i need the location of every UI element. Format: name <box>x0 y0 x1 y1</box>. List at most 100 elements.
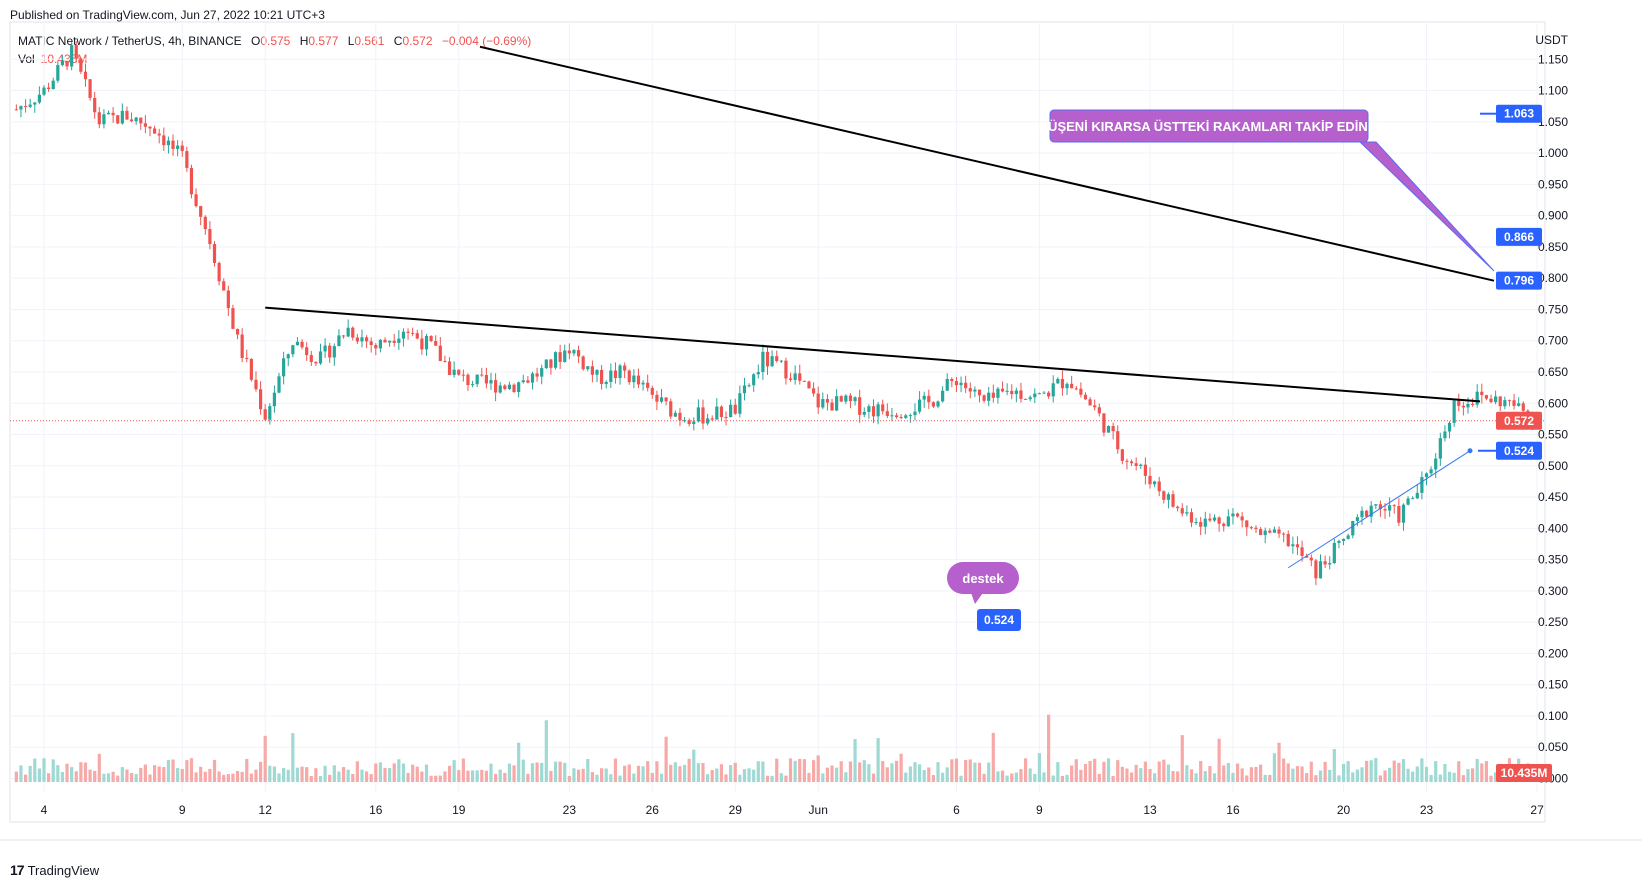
volume-bar <box>692 749 696 782</box>
volume-bar <box>867 764 871 782</box>
candle-body <box>775 356 779 362</box>
volume-bar <box>1208 766 1212 782</box>
y-tick-label: 0.650 <box>1538 365 1568 379</box>
price-axis: USDT 1.150 1.100 1.050 1.000 0.950 0.900 0.850 0… <box>1478 33 1569 786</box>
volume-bar <box>922 770 926 782</box>
volume-bar <box>1323 761 1327 782</box>
candle-body <box>1079 388 1083 395</box>
footer-brand[interactable]: TradingView <box>27 862 100 878</box>
candle-body <box>1406 498 1410 505</box>
volume-bar <box>719 764 724 782</box>
volume-bar <box>23 774 28 782</box>
volume-bar <box>798 758 802 782</box>
candle-body <box>245 357 249 359</box>
candle-body <box>74 45 78 59</box>
candle-body <box>1369 505 1373 517</box>
candle-body <box>1157 481 1161 492</box>
volume-bar <box>1314 775 1318 782</box>
candle-body <box>102 114 106 125</box>
candle-body <box>240 334 244 358</box>
volume-bar <box>507 763 512 782</box>
candle-body <box>784 360 788 379</box>
volume-bar <box>1014 772 1018 782</box>
volume-bar <box>1023 758 1028 782</box>
candle-body <box>1074 388 1078 390</box>
candle-body <box>876 404 880 417</box>
volume-bar <box>1065 774 1069 782</box>
volume-bar <box>1171 771 1175 782</box>
candle-body <box>1120 449 1124 461</box>
y-tick-label: 1.100 <box>1538 84 1568 98</box>
volume-bar <box>1162 759 1166 782</box>
symbol-legend: MATIC Network / TetherUS, 4h, BINANCE O 0… <box>18 34 531 48</box>
volume-bar <box>595 774 599 782</box>
candle-body <box>1328 563 1332 565</box>
candle-body <box>180 145 184 152</box>
volume-bar <box>295 767 300 782</box>
change-value: −0.004 (−0.69%) <box>441 34 532 48</box>
candle-body <box>646 382 650 388</box>
candle-body <box>369 341 373 346</box>
candle-body <box>1097 407 1101 414</box>
volume-bar <box>1328 769 1332 782</box>
volume-bar <box>931 775 936 782</box>
candle-body <box>1337 540 1341 543</box>
volume-bar <box>1355 769 1359 782</box>
volume-bar <box>1097 773 1101 782</box>
volume-bar <box>1470 768 1475 782</box>
volume-bar <box>1235 763 1240 782</box>
volume-bar <box>991 732 995 782</box>
volume-bar <box>1272 753 1277 782</box>
candle-body <box>392 340 396 343</box>
candle-body <box>388 340 392 343</box>
candle-body <box>1235 513 1240 517</box>
candle-body <box>1318 561 1323 579</box>
candle-body <box>894 415 899 418</box>
volume-bar <box>1189 769 1194 782</box>
volume-bar <box>747 768 751 782</box>
candle-body <box>908 415 912 417</box>
candle-body <box>309 355 313 362</box>
candle-body <box>1208 518 1212 521</box>
candle-body <box>1291 544 1295 547</box>
candle-body <box>530 373 535 383</box>
volume-bar <box>835 767 839 782</box>
tradingview-logo-icon[interactable]: 17 <box>10 862 25 878</box>
y-tick-label: 1.000 <box>1538 146 1568 160</box>
low-value: 0.561 <box>354 34 385 48</box>
price-tag-text: 0.796 <box>1504 274 1534 288</box>
volume-bar <box>687 758 691 782</box>
open-label: O <box>250 34 261 48</box>
candle-body <box>632 375 636 383</box>
candle-body <box>1470 403 1475 405</box>
symbol-name[interactable]: MATIC Network / TetherUS, 4h, BINANCE <box>18 34 242 48</box>
volume-bar <box>941 772 945 782</box>
candle-body <box>143 123 147 127</box>
candle-body <box>19 106 23 110</box>
volume-bar <box>987 762 991 782</box>
candle-body <box>1226 516 1230 527</box>
volume-bar <box>678 766 682 782</box>
volume-bar <box>664 736 668 782</box>
candle-body <box>954 381 959 386</box>
candle-body <box>641 382 645 385</box>
candle-body <box>526 380 530 383</box>
candle-body <box>867 406 871 412</box>
volume-bar <box>1429 774 1433 782</box>
volume-bar <box>945 767 949 782</box>
y-tick-label: 0.500 <box>1538 459 1568 473</box>
quote-currency-label: USDT <box>1535 33 1568 47</box>
volume-bar <box>1346 761 1350 782</box>
volume-bar <box>1010 773 1014 782</box>
volume-bar <box>263 735 267 782</box>
candle-body <box>600 369 604 384</box>
volume-bar <box>673 762 677 782</box>
volume-bar <box>401 763 406 782</box>
volume-bar <box>752 769 756 782</box>
volume-bar <box>203 771 207 782</box>
volume-bar <box>770 775 774 782</box>
x-tick-label: 19 <box>452 803 466 817</box>
volume-bar <box>1383 770 1387 782</box>
candle-body <box>987 392 991 401</box>
